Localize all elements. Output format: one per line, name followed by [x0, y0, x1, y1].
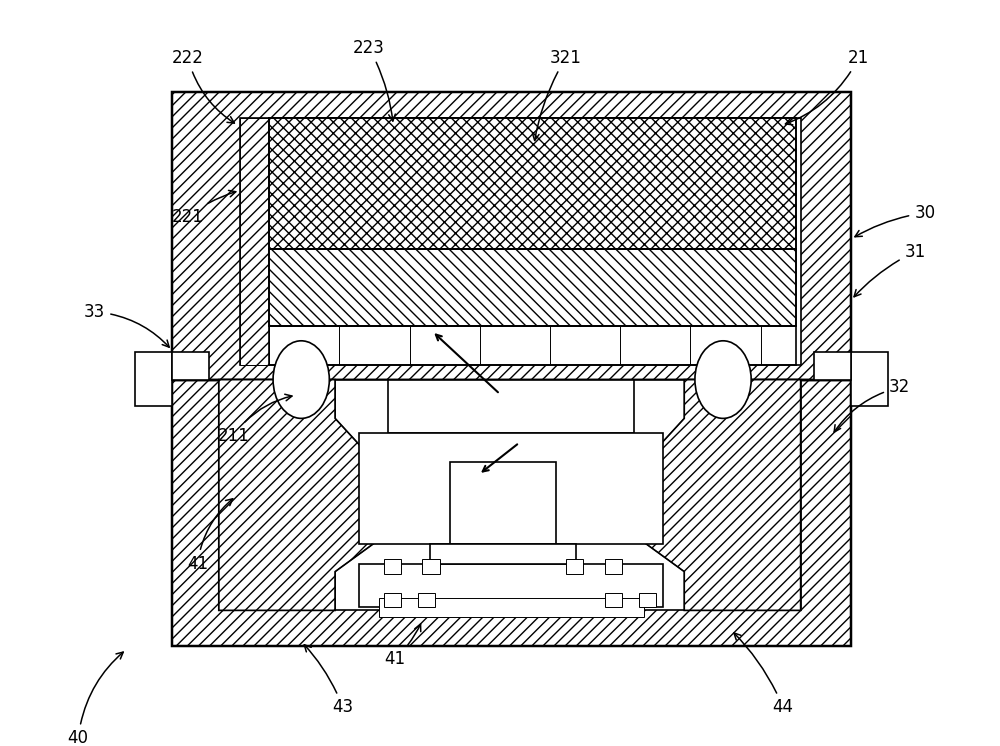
Polygon shape: [219, 380, 388, 610]
Bar: [240, 118, 269, 365]
Bar: [135, 352, 172, 406]
Text: 211: 211: [217, 394, 292, 445]
Text: 43: 43: [304, 645, 353, 716]
Bar: [379, 598, 644, 617]
Bar: [814, 352, 851, 380]
Text: 222: 222: [172, 48, 234, 123]
Text: 21: 21: [785, 48, 869, 125]
Text: 33: 33: [84, 303, 169, 347]
Text: 31: 31: [854, 242, 926, 297]
Polygon shape: [631, 380, 801, 610]
Text: 41: 41: [385, 624, 421, 668]
Bar: [566, 559, 583, 574]
Bar: [384, 559, 401, 574]
Bar: [240, 118, 801, 365]
Bar: [418, 593, 435, 606]
Bar: [172, 92, 851, 380]
Bar: [450, 462, 556, 545]
Bar: [430, 545, 576, 564]
Bar: [172, 352, 209, 380]
Bar: [605, 559, 622, 574]
Ellipse shape: [273, 341, 329, 419]
Bar: [269, 118, 796, 248]
Bar: [359, 433, 663, 545]
Bar: [384, 593, 401, 606]
Text: 30: 30: [855, 204, 935, 236]
Text: 221: 221: [172, 190, 236, 226]
Bar: [172, 92, 851, 380]
Text: 223: 223: [353, 39, 395, 121]
Text: 321: 321: [532, 48, 582, 140]
Text: 44: 44: [734, 633, 794, 716]
Ellipse shape: [695, 341, 751, 419]
Bar: [605, 593, 622, 606]
Text: 32: 32: [834, 378, 910, 432]
Bar: [269, 118, 796, 248]
Bar: [269, 248, 796, 326]
Bar: [851, 352, 888, 406]
Bar: [639, 593, 656, 606]
Text: 41: 41: [187, 499, 233, 573]
Bar: [269, 326, 796, 365]
Text: 40: 40: [68, 652, 123, 746]
Bar: [422, 559, 440, 574]
Bar: [269, 248, 796, 326]
Bar: [219, 380, 801, 610]
Bar: [388, 380, 634, 433]
Bar: [172, 380, 851, 646]
Bar: [359, 564, 663, 607]
Bar: [172, 380, 851, 646]
